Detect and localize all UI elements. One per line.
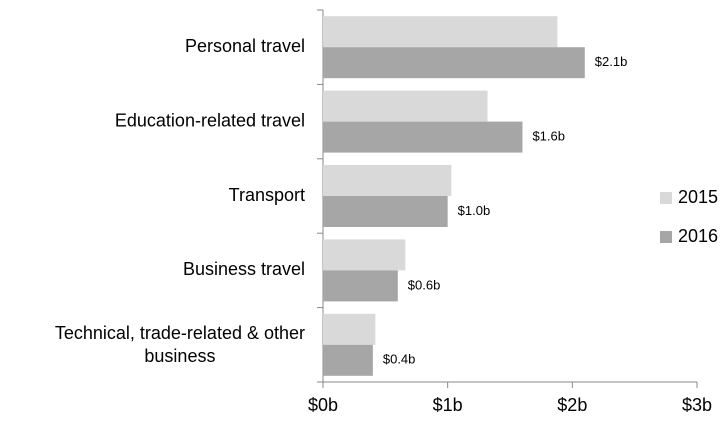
value-label: $0.4b bbox=[383, 352, 416, 367]
x-tick-label: $0b bbox=[308, 395, 338, 415]
bar bbox=[323, 16, 558, 48]
bar bbox=[323, 270, 398, 302]
category-label: Personal travel bbox=[185, 36, 305, 56]
x-tick-label: $1b bbox=[433, 395, 463, 415]
bar bbox=[323, 47, 585, 79]
x-tick-label: $2b bbox=[557, 395, 587, 415]
value-label: $2.1b bbox=[595, 54, 628, 69]
bar bbox=[323, 239, 406, 271]
legend-swatch bbox=[660, 192, 672, 204]
category-label: Business travel bbox=[183, 259, 305, 279]
value-label: $0.6b bbox=[408, 277, 441, 292]
value-label: $1.6b bbox=[532, 129, 565, 144]
category-label: Transport bbox=[229, 185, 305, 205]
bar bbox=[323, 313, 376, 345]
bar bbox=[323, 344, 373, 376]
x-tick-label: $3b bbox=[682, 395, 712, 415]
bar bbox=[323, 121, 523, 153]
category-label: Education-related travel bbox=[115, 110, 305, 130]
bar bbox=[323, 90, 488, 122]
category-label: Technical, trade-related & other business bbox=[55, 323, 305, 366]
legend-label: 2015 bbox=[678, 187, 718, 207]
bar bbox=[323, 165, 452, 196]
value-label: $1.0b bbox=[458, 203, 491, 218]
bar bbox=[323, 196, 448, 227]
legend-swatch bbox=[660, 231, 672, 243]
legend-label: 2016 bbox=[678, 226, 718, 246]
